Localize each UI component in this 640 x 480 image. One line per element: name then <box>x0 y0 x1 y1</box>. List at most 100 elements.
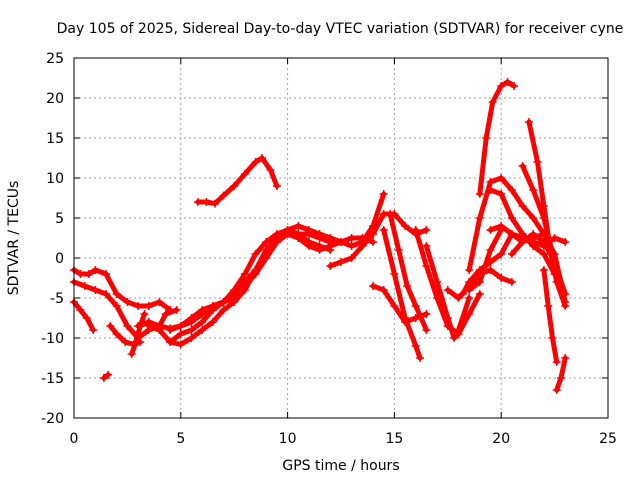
data-point-marker <box>379 226 388 234</box>
data-point-marker <box>497 250 506 258</box>
data-point-marker <box>166 338 175 346</box>
y-tick-label: 5 <box>55 211 64 227</box>
data-point-marker <box>379 190 388 198</box>
series-line <box>195 155 280 207</box>
series-arc-1 <box>70 266 175 314</box>
data-point-marker <box>507 214 516 222</box>
data-point-marker <box>369 282 378 290</box>
data-point-marker <box>465 294 474 302</box>
data-point-marker <box>123 322 132 330</box>
x-tick-label: 0 <box>70 431 79 447</box>
data-point-marker <box>144 318 153 326</box>
data-point-marker <box>304 238 313 246</box>
tick-labels: 0 5 10 15 20 25 -20 -15 -10 -5 0 5 10 15 20 25 <box>41 51 617 447</box>
data-point-marker <box>112 330 121 338</box>
data-point-marker <box>294 230 303 238</box>
data-point-marker <box>272 182 281 190</box>
series-line <box>423 243 472 341</box>
data-point-marker <box>557 374 566 382</box>
data-point-marker <box>240 170 249 178</box>
data-point-marker <box>134 322 143 330</box>
data-point-marker <box>539 266 548 274</box>
data-point-marker <box>561 354 570 362</box>
series-line <box>129 311 147 357</box>
data-point-marker <box>337 258 345 266</box>
data-point-marker <box>304 226 313 234</box>
data-point-marker <box>131 338 140 346</box>
data-point-marker <box>140 310 149 318</box>
data-point-marker <box>198 310 207 318</box>
series-arc-24 <box>486 186 559 278</box>
y-tick-label: -5 <box>50 291 64 307</box>
chart-title: Day 105 of 2025, Sidereal Day-to-day VTE… <box>57 21 624 37</box>
data-point-marker <box>89 326 98 334</box>
data-point-marker <box>422 262 431 270</box>
data-point-marker <box>529 230 538 238</box>
data-point-marker <box>465 278 474 286</box>
plot-frame <box>73 57 609 419</box>
data-point-marker <box>127 350 136 358</box>
data-point-marker <box>450 334 459 342</box>
series-arc-27 <box>524 118 570 310</box>
data-point-marker <box>529 214 538 222</box>
data-point-marker <box>176 322 185 330</box>
x-tick-label: 20 <box>492 431 510 447</box>
data-point-marker <box>84 270 93 278</box>
data-point-marker <box>210 199 219 208</box>
data-point-marker <box>99 374 108 382</box>
data-point-marker <box>422 242 431 250</box>
data-point-marker <box>552 386 561 394</box>
data-point-marker <box>187 326 196 334</box>
series-arc-29 <box>552 354 570 394</box>
series-arc-15 <box>386 210 431 334</box>
series-arc-20 <box>465 174 548 274</box>
data-point-marker <box>475 290 484 298</box>
y-tick-label: 10 <box>46 171 64 187</box>
series-arc-21 <box>465 226 506 294</box>
data-point-marker <box>507 278 516 286</box>
data-point-marker <box>401 314 410 322</box>
data-point-marker <box>411 342 420 350</box>
series-line <box>71 299 96 333</box>
data-point-marker <box>219 298 228 306</box>
y-axis-label: SDTVAR / TECUs <box>6 181 22 296</box>
data-point-marker <box>394 246 403 254</box>
data-point-marker <box>544 302 553 310</box>
data-point-marker <box>507 250 516 258</box>
y-tick-label: -20 <box>41 411 64 427</box>
data-point-marker <box>315 242 324 250</box>
data-point-marker <box>272 238 281 246</box>
data-point-marker <box>386 210 395 218</box>
data-point-marker <box>497 82 506 90</box>
y-tick-label: 25 <box>46 51 64 67</box>
series-arc-10 <box>166 190 388 346</box>
x-tick-label: 5 <box>176 431 185 447</box>
x-tick-label: 15 <box>385 431 403 447</box>
data-point-marker <box>262 254 271 262</box>
data-point-marker <box>507 186 516 194</box>
data-point-marker <box>337 238 345 246</box>
data-point-marker <box>401 222 410 230</box>
data-point-marker <box>465 286 474 294</box>
data-point-marker <box>433 278 442 286</box>
data-point-marker <box>272 230 281 238</box>
data-point-marker <box>518 238 527 246</box>
data-point-marker <box>358 242 367 250</box>
data-point-marker <box>187 334 196 342</box>
data-point-marker <box>475 214 484 222</box>
data-point-marker <box>347 254 356 262</box>
data-point-marker <box>202 198 211 206</box>
data-point-marker <box>161 310 170 318</box>
data-point-marker <box>166 326 175 334</box>
series-arc-14 <box>379 226 425 362</box>
data-point-marker <box>82 314 91 322</box>
data-point-marker <box>465 266 474 274</box>
data-point-marker <box>144 302 153 310</box>
data-point-marker <box>251 158 260 166</box>
x-tick-label: 10 <box>279 431 297 447</box>
data-point-marker <box>529 186 538 194</box>
data-point-marker <box>443 286 452 294</box>
data-point-marker <box>529 242 538 250</box>
data-point-marker <box>486 246 495 254</box>
data-point-marker <box>155 322 164 330</box>
